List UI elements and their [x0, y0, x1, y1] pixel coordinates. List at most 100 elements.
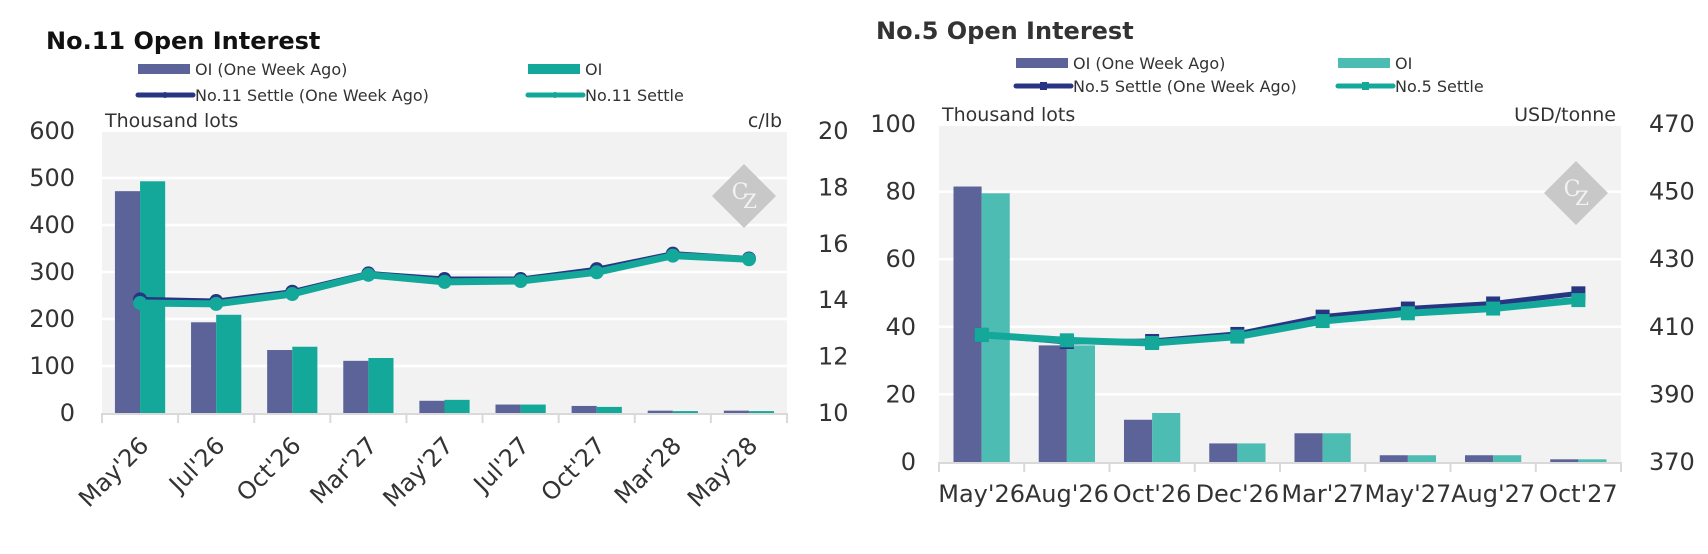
- bar-oi: [1237, 443, 1266, 462]
- settle-point-marker: [1145, 336, 1160, 351]
- y2-tick-label: 370: [1649, 448, 1695, 476]
- legend-item: OI (One Week Ago): [138, 60, 347, 79]
- bar-oi-one-week-ago: [1294, 433, 1323, 462]
- bar-oi: [1578, 459, 1607, 462]
- legend-label: OI: [585, 60, 602, 79]
- bar-oi: [520, 404, 546, 413]
- bar-oi-one-week-ago: [647, 410, 673, 413]
- settle-point-marker: [665, 248, 680, 263]
- legend-label: No.5 Settle (One Week Ago): [1073, 77, 1297, 96]
- bar-oi: [292, 346, 318, 413]
- bar-oi-one-week-ago: [267, 350, 293, 413]
- y2-tick-label: 14: [818, 286, 849, 314]
- watermark-diamond: [1544, 161, 1608, 225]
- bar-oi-one-week-ago: [1123, 419, 1153, 462]
- x-tick-label: Dec'26: [1196, 480, 1280, 508]
- y2-tick-label: 10: [818, 399, 849, 427]
- legend-label: OI (One Week Ago): [1073, 54, 1225, 73]
- bar-oi: [1493, 455, 1522, 462]
- y2-tick-label: 450: [1649, 178, 1695, 206]
- cz-watermark-logo: CZ: [1544, 161, 1608, 225]
- y-tick-label: 200: [29, 305, 75, 333]
- bar-oi: [1152, 412, 1181, 462]
- bar-oi: [1322, 433, 1351, 462]
- no5-chart-svg: No.5 Open Interest OI (One Week Ago) OI No.…: [870, 17, 1695, 508]
- y2-axis-unit-label: c/lb: [748, 110, 782, 132]
- settle-point-marker: [361, 267, 376, 282]
- x-tick-label: May'27: [378, 431, 459, 512]
- y2-axis-unit-label: USD/tonne: [1514, 104, 1616, 126]
- bar-oi: [1066, 345, 1096, 462]
- no11-open-interest-chart: No.11 Open Interest OI (One Week Ago) OI No…: [29, 27, 849, 513]
- x-tick-label: Aug'26: [1025, 480, 1109, 508]
- bar-oi-one-week-ago: [1550, 459, 1579, 462]
- chart-title: No.11 Open Interest: [46, 27, 320, 55]
- legend-label: No.11 Settle (One Week Ago): [195, 86, 429, 105]
- bar-oi: [596, 406, 622, 413]
- legend-swatch-bar: [1016, 58, 1068, 68]
- settle-point-marker: [1059, 333, 1074, 348]
- legend-swatch-bar: [1338, 58, 1390, 68]
- watermark-letter-c: C: [1564, 177, 1581, 202]
- settle-point-marker: [1230, 329, 1245, 344]
- y-tick-label: 600: [29, 117, 75, 145]
- x-tick-label: May'27: [1364, 480, 1451, 508]
- bar-oi: [444, 399, 470, 413]
- legend-label: OI (One Week Ago): [195, 60, 347, 79]
- y2-tick-label: 16: [818, 230, 849, 258]
- bar-oi-one-week-ago: [419, 400, 445, 413]
- legend-marker-circle: [162, 92, 168, 98]
- watermark-letter-z: Z: [1575, 186, 1589, 210]
- settle-point-marker: [1400, 306, 1415, 321]
- settle-point-marker: [133, 296, 148, 311]
- x-tick-label: Jul'26: [162, 431, 230, 499]
- legend-swatch-bar: [528, 64, 580, 74]
- bar-oi: [981, 193, 1010, 463]
- legend-label: No.11 Settle: [585, 86, 684, 105]
- y-tick-label: 500: [29, 164, 75, 192]
- legend-label: No.5 Settle: [1395, 77, 1484, 96]
- settle-point-marker: [589, 265, 604, 280]
- y-axis-unit-label: Thousand lots: [941, 104, 1075, 126]
- x-tick-label: May'26: [73, 431, 154, 512]
- settle-point-marker: [741, 252, 756, 267]
- x-tick-label: Aug'27: [1451, 480, 1535, 508]
- bar-oi: [368, 358, 394, 413]
- bar-oi-one-week-ago: [1038, 345, 1067, 462]
- y-tick-label: 400: [29, 211, 75, 239]
- cz-watermark-logo: CZ: [712, 164, 776, 228]
- no5-open-interest-chart: No.5 Open Interest OI (One Week Ago) OI No.…: [860, 0, 1708, 554]
- settle-point-marker: [1486, 301, 1501, 316]
- y-tick-label: 80: [885, 178, 916, 206]
- legend-item: No.5 Settle (One Week Ago): [1013, 77, 1297, 96]
- settle-point-marker: [209, 296, 224, 311]
- bar-oi: [748, 411, 775, 413]
- x-tick-label: Mar'28: [609, 431, 687, 509]
- settle-line: [981, 296, 1579, 347]
- chart-title: No.5 Open Interest: [876, 17, 1134, 45]
- x-tick-label: Oct'27: [1539, 480, 1618, 508]
- legend-marker-square: [1362, 82, 1369, 90]
- y-tick-label: 100: [29, 352, 75, 380]
- legend-marker-circle: [552, 92, 558, 98]
- bar-oi-one-week-ago: [495, 404, 521, 413]
- bar-oi: [672, 411, 698, 413]
- settle-point-marker: [974, 327, 989, 342]
- x-tick-label: Oct'26: [1113, 480, 1192, 508]
- bar-oi: [1407, 455, 1437, 462]
- legend-item: No.11 Settle: [525, 86, 684, 105]
- settle-point-marker: [437, 274, 452, 289]
- y2-tick-label: 12: [818, 343, 849, 371]
- watermark-diamond: [712, 164, 776, 228]
- x-tick-label: Oct'27: [536, 431, 611, 506]
- x-tick-label: Jul'27: [467, 431, 535, 499]
- legend-swatch-bar: [138, 64, 190, 74]
- bar-oi-one-week-ago: [1379, 455, 1408, 462]
- legend-label: OI: [1395, 54, 1412, 73]
- settle-point-marker: [1571, 293, 1586, 308]
- bar-oi-one-week-ago: [1209, 443, 1238, 462]
- y-axis-unit-label: Thousand lots: [104, 110, 238, 132]
- x-tick-label: Oct'26: [231, 431, 306, 506]
- y2-tick-label: 430: [1649, 245, 1695, 273]
- watermark-letter-c: C: [732, 180, 749, 205]
